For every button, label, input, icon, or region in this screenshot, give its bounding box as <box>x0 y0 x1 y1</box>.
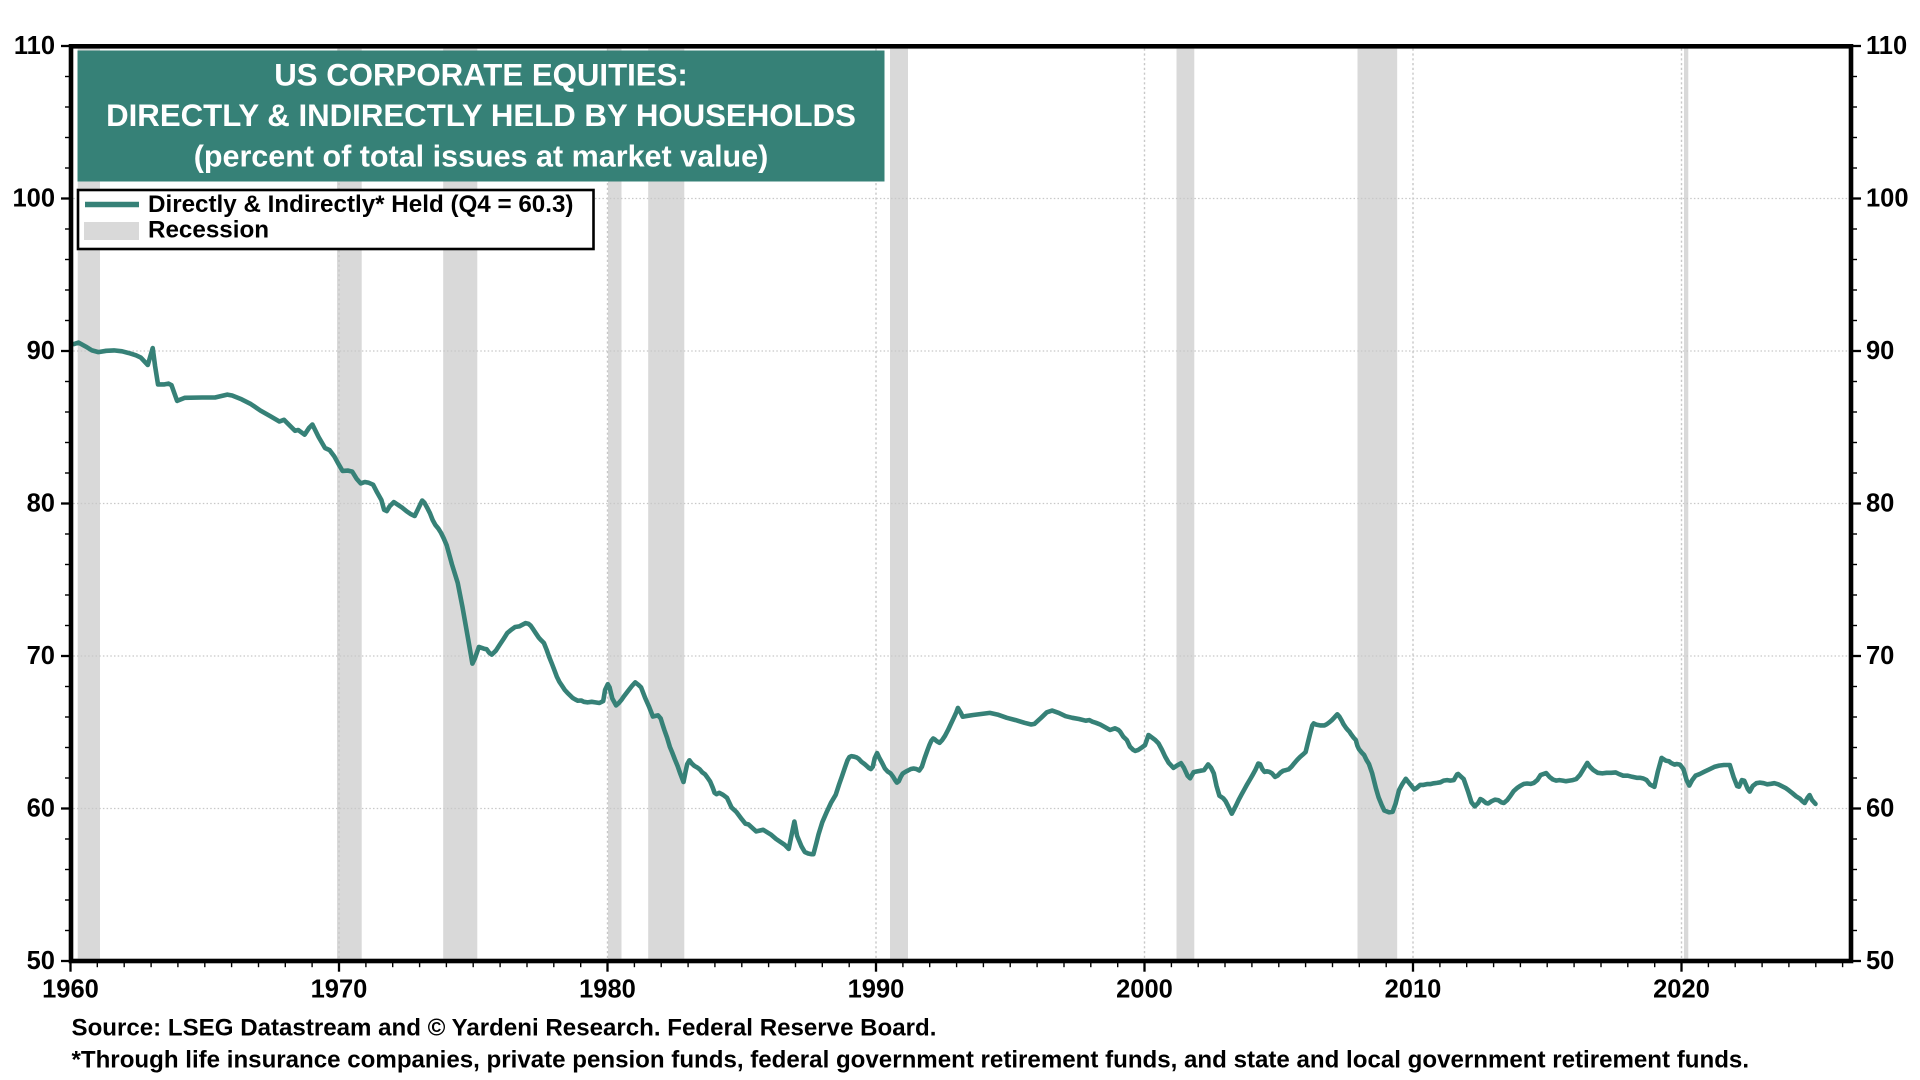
svg-text:100: 100 <box>12 185 55 213</box>
svg-text:1970: 1970 <box>311 975 368 1003</box>
svg-text:Directly & Indirectly* Held (Q: Directly & Indirectly* Held (Q4 = 60.3) <box>148 191 573 218</box>
svg-text:Recession: Recession <box>148 217 269 244</box>
svg-text:*Through life insurance compan: *Through life insurance companies, priva… <box>72 1047 1750 1074</box>
svg-text:1980: 1980 <box>579 975 636 1003</box>
svg-text:70: 70 <box>1866 642 1894 670</box>
svg-text:60: 60 <box>1866 795 1894 823</box>
svg-text:60: 60 <box>27 795 55 823</box>
svg-text:1960: 1960 <box>42 975 99 1003</box>
svg-text:(percent of total issues at ma: (percent of total issues at market value… <box>194 140 769 174</box>
svg-text:50: 50 <box>1866 947 1894 975</box>
svg-text:1990: 1990 <box>848 975 905 1003</box>
svg-text:2020: 2020 <box>1653 975 1710 1003</box>
svg-text:2000: 2000 <box>1116 975 1173 1003</box>
svg-text:80: 80 <box>27 490 55 518</box>
svg-text:80: 80 <box>1866 490 1894 518</box>
svg-text:Source: LSEG Datastream and ©: Source: LSEG Datastream and © Yardeni Re… <box>72 1015 937 1042</box>
svg-text:100: 100 <box>1866 185 1909 213</box>
svg-text:110: 110 <box>1866 32 1907 60</box>
svg-text:DIRECTLY & INDIRECTLY HELD BY: DIRECTLY & INDIRECTLY HELD BY HOUSEHOLDS <box>106 98 856 133</box>
svg-text:50: 50 <box>27 947 55 975</box>
svg-text:90: 90 <box>27 337 55 365</box>
svg-text:2010: 2010 <box>1385 975 1442 1003</box>
svg-text:70: 70 <box>27 642 55 670</box>
svg-text:US CORPORATE EQUITIES:: US CORPORATE EQUITIES: <box>274 58 688 93</box>
svg-text:110: 110 <box>14 32 55 60</box>
svg-text:90: 90 <box>1866 337 1894 365</box>
